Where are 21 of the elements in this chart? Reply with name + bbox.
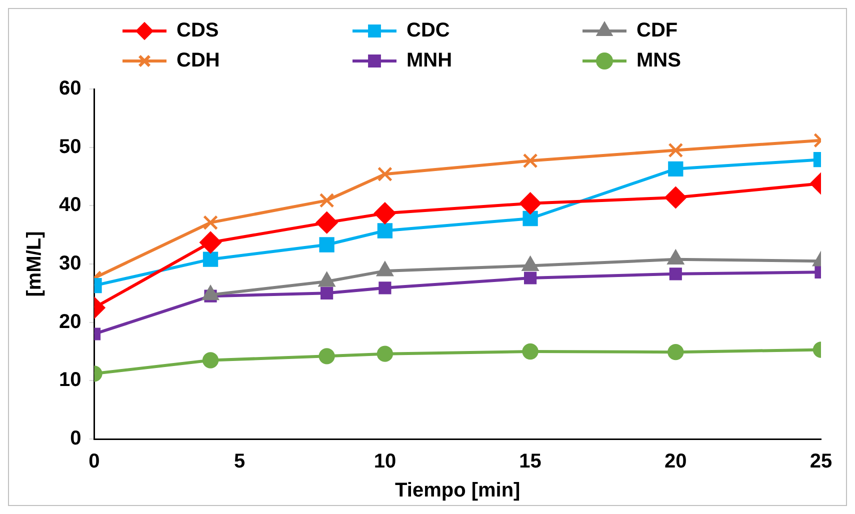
y-tick-label: 50 [58,136,82,158]
x-axis-title: Tiempo [min] [395,480,520,502]
legend-label: CDS [176,20,219,42]
y-tick-label: 40 [58,194,82,216]
legend-label: MNS [636,50,681,72]
legend-label: CDH [176,50,220,72]
x-tick-label: 5 [234,450,246,473]
y-tick-label: 20 [58,310,82,333]
x-tick-label: 20 [664,450,687,473]
y-tick-label: 60 [58,78,82,100]
legend-label: CDC [406,20,450,42]
legend-label: MNH [406,50,452,72]
x-tick-label: 0 [88,450,100,473]
x-tick-label: 15 [519,450,542,473]
y-tick-label: 30 [58,252,82,275]
x-tick-label: 10 [374,450,396,473]
y-axis-title: [mM/L] [24,231,46,297]
x-tick-label: 25 [810,450,832,473]
y-tick-label: 10 [58,369,82,392]
y-tick-label: 0 [70,428,82,450]
legend-label: CDF [636,20,678,42]
